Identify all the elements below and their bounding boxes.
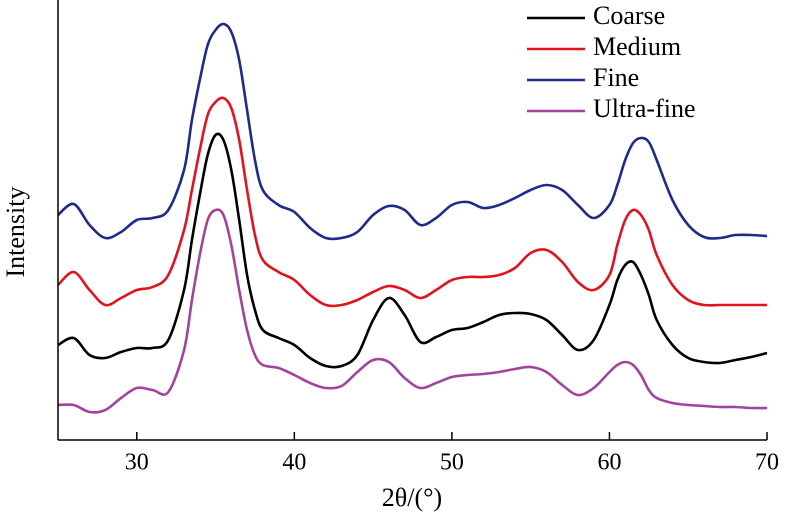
legend-label: Medium: [593, 32, 681, 61]
series-line: [57, 132, 768, 369]
x-tick-label: 50: [440, 450, 464, 476]
legend-label: Ultra-fine: [593, 94, 696, 123]
x-tick-label: 30: [125, 450, 149, 476]
series-line: [57, 208, 768, 414]
x-axis-label: 2θ/(°): [382, 483, 442, 512]
series-line: [57, 22, 768, 241]
x-tick-label: 40: [282, 450, 306, 476]
y-axis-label: Intensity: [1, 187, 30, 278]
x-tick-label: 60: [597, 450, 621, 476]
legend-label: Fine: [593, 63, 639, 92]
legend-label: Coarse: [593, 1, 665, 30]
series-line: [57, 96, 767, 308]
x-tick-label: 70: [755, 450, 779, 476]
